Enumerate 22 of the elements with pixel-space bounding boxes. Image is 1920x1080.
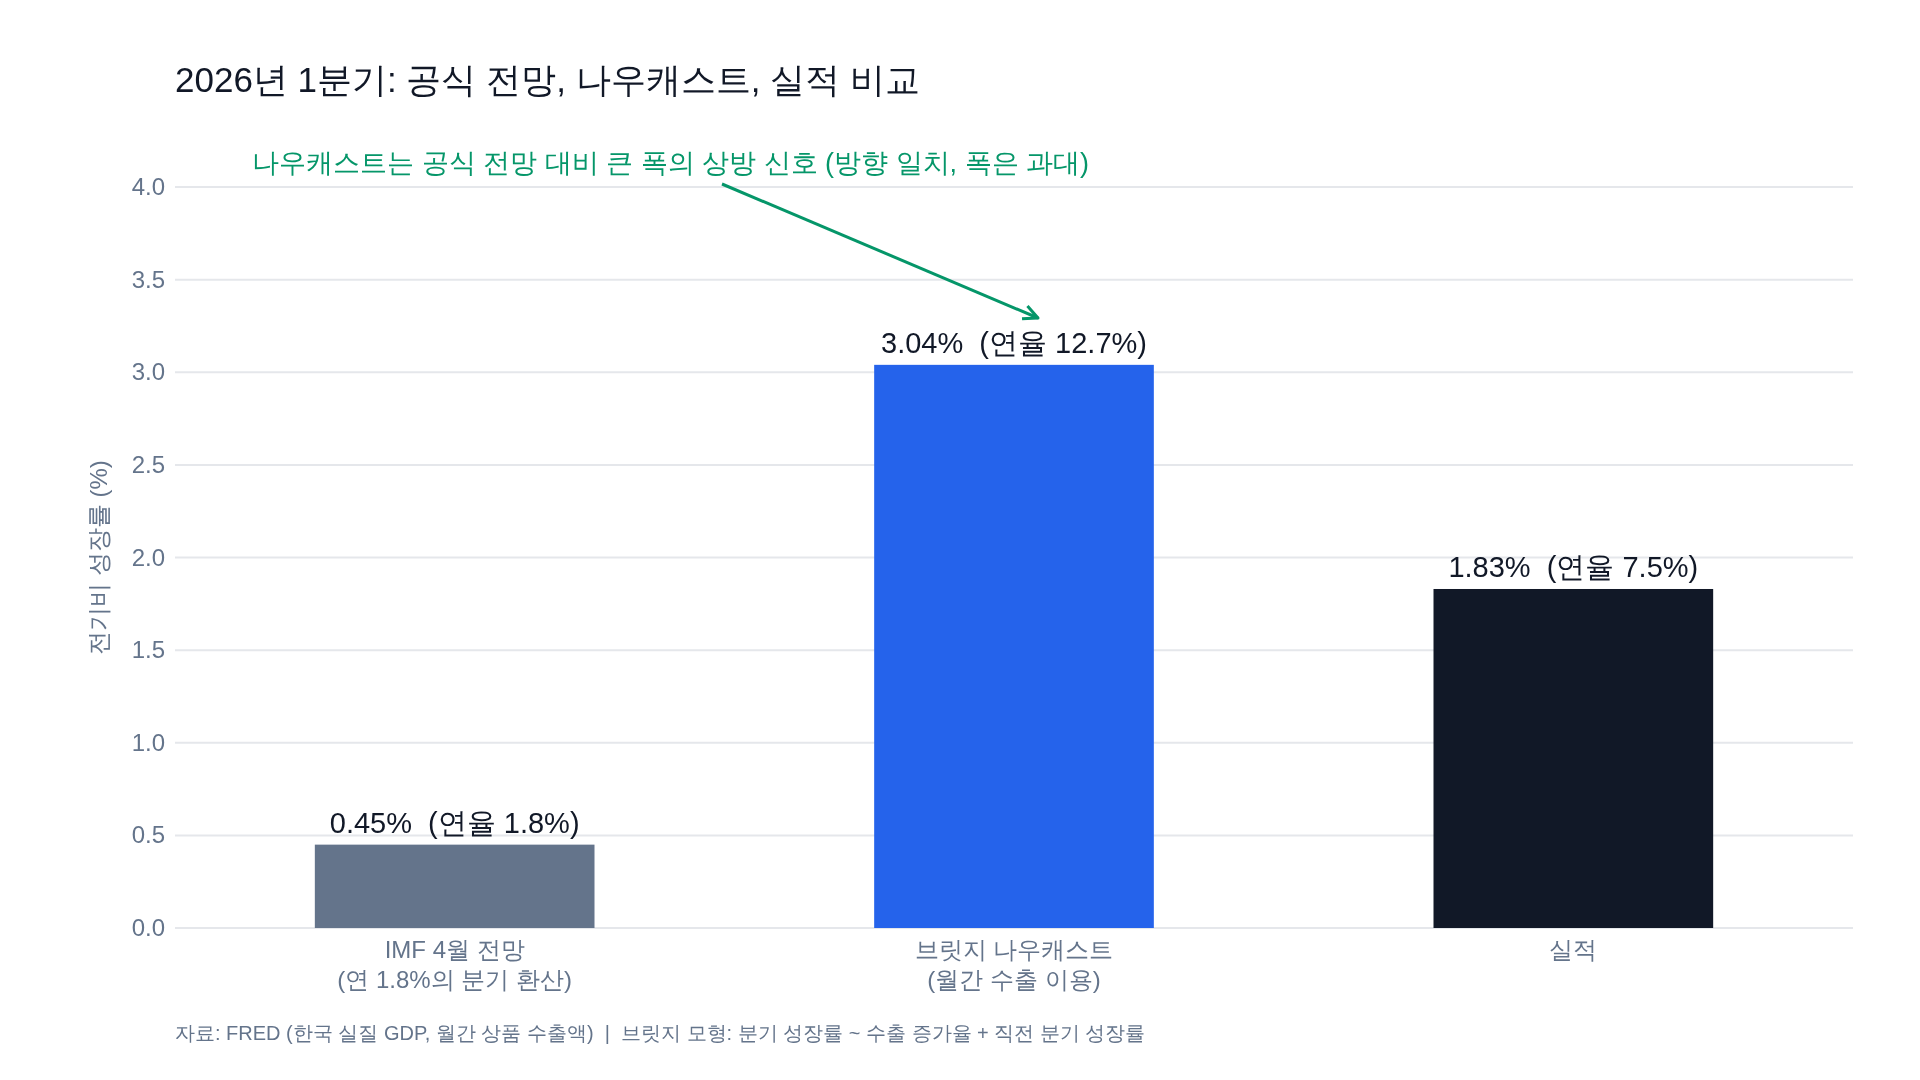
y-tick-label: 1.0	[131, 728, 165, 756]
data-label: 3.04% (연율 12.7%)	[881, 326, 1147, 359]
y-tick-label: 2.0	[131, 543, 165, 571]
text: 자료: FRED (한국 실질 GDP, 월간 상품 수출액) | 브릿지 모형: 분기 성장률 ~ 수출 증가율 + 직전 분기 성장률	[175, 1022, 1146, 1044]
y-tick-label: 0.0	[131, 914, 165, 941]
y-tick-label: 0.5	[131, 821, 165, 849]
y-axis-title: 전기비 성장률 (%)	[85, 460, 112, 655]
y-tick-label: 3.5	[131, 265, 165, 293]
x-tick-label: 브릿지 나우캐스트 (월간 수출 이용)	[914, 936, 1114, 993]
chart-title: 2026년 1분기: 공식 전망, 나우캐스트, 실적 비교	[175, 60, 920, 99]
bar	[1433, 588, 1714, 928]
x-tick-label: IMF 4월 전망 (연 1.8%의 분기 환산)	[337, 936, 573, 993]
bar	[874, 364, 1154, 928]
y-tick-label: 4.0	[131, 173, 165, 200]
y-tick-label: 1.5	[131, 636, 165, 664]
data-label: 1.83% (연율 7.5%)	[1448, 550, 1699, 583]
text: 나우캐스트는 공식 전망 대비 큰 폭의 상방 신호 (방향 일치, 폭은 과대)	[252, 148, 1089, 178]
y-tick-label: 3.0	[131, 358, 165, 386]
data-label: 0.45% (연율 1.8%)	[329, 806, 580, 839]
y-tick-label: 2.5	[131, 450, 165, 478]
bar	[314, 844, 595, 928]
x-tick-label: 실적	[1549, 936, 1598, 963]
